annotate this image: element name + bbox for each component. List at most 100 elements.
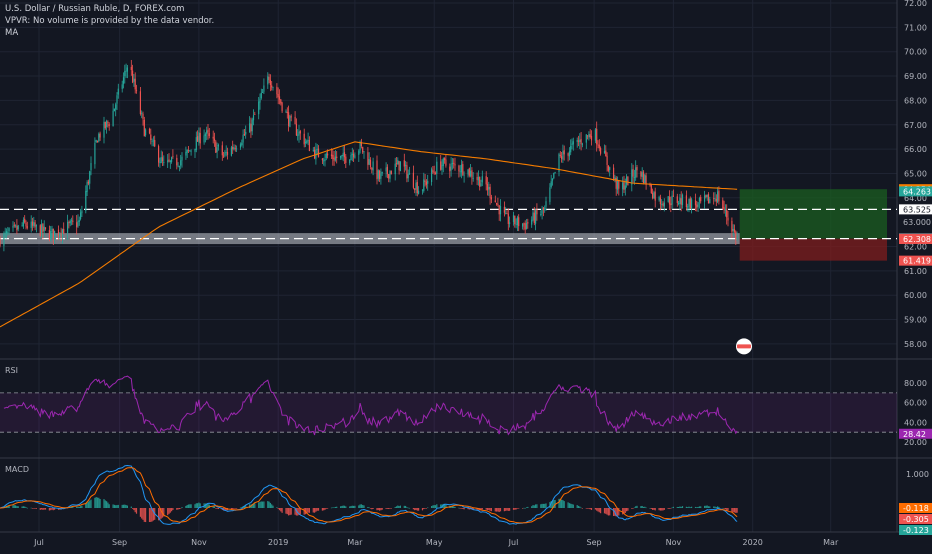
macd-histogram-bar <box>724 508 726 510</box>
macd-histogram-bar <box>286 508 288 515</box>
candle-body <box>659 197 661 205</box>
candle-body <box>142 113 144 119</box>
candle-body <box>260 92 262 99</box>
candle-body <box>423 179 425 191</box>
candle-body <box>581 143 583 145</box>
candle-body <box>197 136 199 142</box>
candle-body <box>488 186 490 190</box>
macd-histogram-bar <box>124 504 126 508</box>
candle-body <box>34 222 36 228</box>
macd-histogram-bar <box>312 508 314 513</box>
candle-body <box>341 155 343 156</box>
candle-body <box>679 197 681 204</box>
candle-body <box>494 200 496 203</box>
macd-histogram-bar <box>186 505 188 508</box>
macd-histogram-bar <box>143 508 145 522</box>
macd-histogram-bar <box>412 508 414 510</box>
candle-body <box>724 208 726 211</box>
candle-body <box>306 140 308 143</box>
candle-body <box>54 230 56 238</box>
macd-histogram-bar <box>380 508 382 511</box>
candle-body <box>505 213 507 214</box>
stop-price-tag-bg <box>899 255 932 266</box>
macd-histogram-bar <box>30 507 32 509</box>
candle-body <box>145 129 147 136</box>
ma-label[interactable]: MA <box>5 28 19 38</box>
candle-body <box>525 223 528 230</box>
macd-histogram-bar <box>385 508 387 509</box>
macd-histogram-bar <box>541 503 543 508</box>
macd-histogram-bar <box>613 508 615 517</box>
candle-body <box>107 121 109 124</box>
bar-replay-icon[interactable] <box>736 338 752 355</box>
candle-body <box>232 147 234 150</box>
candle-body <box>733 229 736 232</box>
macd-histogram-bar <box>277 508 279 509</box>
price-tick-label: 66.00 <box>904 145 927 154</box>
macd-histogram-bar <box>52 508 54 511</box>
candle-body <box>81 210 83 214</box>
macd-histogram-bar <box>308 508 310 513</box>
macd-histogram-bar <box>509 508 511 511</box>
candle-body <box>463 174 465 176</box>
macd-histogram-bar <box>7 505 9 508</box>
candle-body <box>726 209 728 218</box>
candle-body <box>598 144 600 149</box>
macd-histogram-bar <box>605 508 607 514</box>
candle-body <box>533 212 535 224</box>
macd-histogram-bar <box>176 508 178 510</box>
macd-histogram-bar <box>206 503 208 508</box>
macd-histogram-bar <box>106 501 108 508</box>
candle-body <box>704 195 706 202</box>
candle-body <box>723 207 725 210</box>
macd-histogram-bar <box>516 508 518 509</box>
candle-body <box>307 139 309 142</box>
candle-body <box>143 119 145 137</box>
candle-body <box>99 133 101 138</box>
macd-histogram-bar <box>527 506 529 508</box>
macd-histogram-bar <box>160 508 162 519</box>
macd-histogram-bar <box>681 506 684 508</box>
macd-histogram-bar <box>251 503 253 508</box>
candle-body <box>607 165 609 171</box>
macd-histogram-bar <box>653 508 655 510</box>
macd-histogram-bar <box>415 508 417 511</box>
candle-body <box>343 152 346 158</box>
candle-body <box>567 153 569 156</box>
macd-histogram-bar <box>707 506 710 508</box>
candle-body <box>286 111 288 114</box>
candle-body <box>588 134 590 138</box>
candle-body <box>94 142 96 165</box>
macd-value-tag: -0.123 <box>903 526 929 535</box>
candle-body <box>124 70 126 77</box>
macd-histogram-bar <box>536 504 538 508</box>
macd-histogram-bar <box>494 508 496 512</box>
candle-body <box>707 194 710 204</box>
macd-histogram-bar <box>423 508 425 510</box>
macd-histogram-bar <box>307 508 309 513</box>
candle-body <box>281 102 283 112</box>
macd-histogram-bar <box>551 500 554 508</box>
macd-histogram-bar <box>158 508 160 521</box>
macd-histogram-bar <box>425 508 427 509</box>
price-tick-label: 58.00 <box>904 340 927 349</box>
macd-histogram-bar <box>86 502 88 508</box>
macd-histogram-bar <box>697 506 699 508</box>
macd-histogram-bar <box>195 503 197 508</box>
candle-body <box>468 168 470 176</box>
candle-body <box>427 180 429 184</box>
candle-body <box>363 151 365 153</box>
macd-histogram-bar <box>709 506 711 508</box>
candle-body <box>518 217 520 227</box>
candle-body <box>249 123 251 133</box>
macd-histogram-bar <box>104 500 106 508</box>
macd-histogram-bar <box>562 500 564 508</box>
candle-body <box>148 128 151 134</box>
candle-body <box>434 173 437 175</box>
candle-body <box>103 121 105 138</box>
macd-histogram-bar <box>267 501 269 508</box>
candle-body <box>649 184 651 186</box>
macd-histogram-bar <box>268 501 270 508</box>
